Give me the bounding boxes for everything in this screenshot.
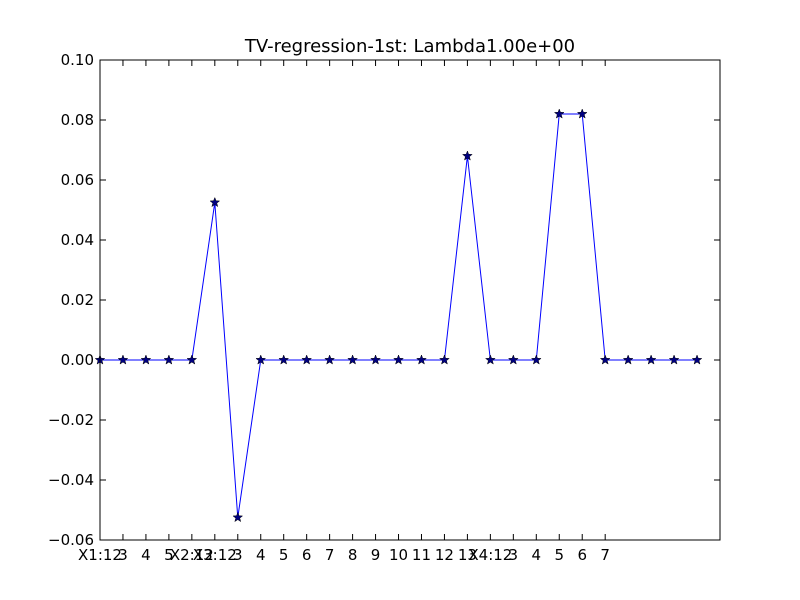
x-tick-label: X1:12 <box>78 546 122 564</box>
data-point-marker <box>530 354 542 365</box>
y-tick-label: −0.04 <box>48 471 94 489</box>
data-point-marker <box>140 354 152 365</box>
data-point-marker <box>645 354 657 365</box>
x-tick-label: 8 <box>348 546 358 564</box>
data-point-marker <box>347 354 359 365</box>
x-tick-label: X3:12 <box>193 546 237 564</box>
y-tick-label: 0.02 <box>61 291 94 309</box>
y-tick-label: 0.04 <box>61 231 94 249</box>
x-tick-label: 12 <box>435 546 454 564</box>
data-point-marker <box>576 108 588 119</box>
x-tick-label: X4:12 <box>468 546 512 564</box>
y-tick-label: −0.02 <box>48 411 94 429</box>
plot-frame <box>99 59 721 541</box>
data-point-marker <box>209 196 221 208</box>
data-point-marker <box>232 511 244 523</box>
data-point-marker <box>507 354 519 365</box>
axes: −0.06 −0.04 −0.02 0.00 0.02 0.04 0.06 0.08 0.10 X… <box>48 51 720 564</box>
series-line <box>100 113 698 518</box>
data-point-marker <box>622 354 634 365</box>
data-point-marker <box>324 354 336 365</box>
x-tick-label: 13 <box>458 546 477 564</box>
series-group <box>100 113 698 518</box>
x-tick-label: 5 <box>554 546 564 564</box>
data-point-marker <box>599 354 611 365</box>
x-tick-label: 5 <box>164 546 174 564</box>
x-tick-label: 4 <box>532 546 542 564</box>
data-point-marker <box>668 354 680 365</box>
data-point-marker <box>416 354 427 365</box>
data-point-marker <box>691 354 703 365</box>
x-tick-label: 5 <box>279 546 289 564</box>
data-point-marker <box>117 354 129 365</box>
x-tick-label: 3 <box>118 546 128 564</box>
x-tick-label: 11 <box>412 546 431 564</box>
x-tick-label: 7 <box>600 546 610 564</box>
x-tick-label: 7 <box>325 546 335 564</box>
x-tick-label: 6 <box>577 546 587 564</box>
marker-group <box>94 108 703 523</box>
data-point-marker <box>439 354 450 365</box>
y-tick-label: 0.08 <box>61 111 94 129</box>
chart-title: TV-regression-1st: Lambda1.00e+00 <box>244 36 575 57</box>
x-tick-label: X2:12 <box>170 546 214 564</box>
data-point-marker <box>186 354 198 365</box>
y-tick-label: 0.00 <box>61 351 94 369</box>
data-point-marker <box>553 108 565 119</box>
y-tick-label: 0.10 <box>61 51 94 69</box>
data-point-marker <box>278 354 290 365</box>
x-tick-label: 3 <box>233 546 243 564</box>
x-tick-label: 10 <box>389 546 408 564</box>
data-point-marker <box>393 354 404 365</box>
y-tick-label: 0.06 <box>61 171 94 189</box>
y-tick-label: −0.06 <box>48 531 94 549</box>
x-tick-label: 9 <box>371 546 381 564</box>
data-point-marker <box>255 354 267 365</box>
data-point-marker <box>301 354 313 365</box>
x-tick-label: 6 <box>302 546 312 564</box>
data-point-marker <box>163 354 175 365</box>
data-point-marker <box>461 150 473 161</box>
data-point-marker <box>370 354 381 365</box>
x-tick-label: 4 <box>141 546 151 564</box>
x-tick-label: 4 <box>256 546 266 564</box>
data-point-marker <box>484 354 496 365</box>
x-tick-label: 3 <box>509 546 519 564</box>
